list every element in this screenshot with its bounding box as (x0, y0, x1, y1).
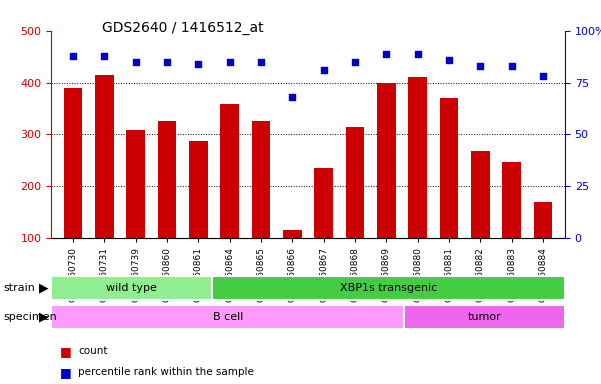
Bar (95, 75, 114, 290)
Point (256, 59, 266, 65)
Bar (534, 202, 552, 290)
Point (162, 59, 172, 65)
Point (475, 63, 485, 69)
Bar (252, 121, 270, 290)
Bar (439, 98, 459, 290)
Text: ■: ■ (60, 345, 72, 358)
Bar (404, 305, 565, 329)
Point (100, 53, 109, 59)
Bar (64, 88, 82, 290)
Bar (408, 78, 427, 290)
Point (507, 63, 516, 69)
Point (319, 67, 329, 73)
Text: ▶: ▶ (39, 281, 49, 295)
Bar (283, 230, 302, 290)
Bar (502, 162, 521, 290)
Bar (157, 121, 177, 290)
Point (225, 59, 234, 65)
Point (444, 57, 454, 63)
Bar (471, 151, 490, 290)
Point (194, 61, 203, 67)
Text: wild type: wild type (106, 283, 157, 293)
Text: XBP1s transgenic: XBP1s transgenic (340, 283, 437, 293)
Point (131, 59, 141, 65)
Point (68, 53, 78, 59)
Point (538, 73, 548, 79)
Text: ■: ■ (60, 366, 72, 379)
Bar (126, 130, 145, 290)
Text: strain: strain (3, 283, 35, 293)
Point (382, 50, 391, 56)
Text: percentile rank within the sample: percentile rank within the sample (78, 367, 254, 377)
Text: tumor: tumor (468, 312, 501, 322)
Point (287, 94, 297, 100)
Point (413, 50, 423, 56)
Bar (189, 141, 208, 290)
Text: count: count (78, 346, 108, 356)
Bar (51, 305, 404, 329)
Text: ▶: ▶ (39, 310, 49, 323)
Bar (221, 104, 239, 290)
Text: specimen: specimen (3, 312, 56, 322)
Bar (51, 276, 212, 300)
Bar (314, 168, 333, 290)
Text: GDS2640 / 1416512_at: GDS2640 / 1416512_at (102, 21, 264, 35)
Bar (377, 83, 395, 290)
Bar (212, 276, 565, 300)
Point (350, 59, 360, 65)
Bar (346, 127, 364, 290)
Text: B cell: B cell (213, 312, 243, 322)
